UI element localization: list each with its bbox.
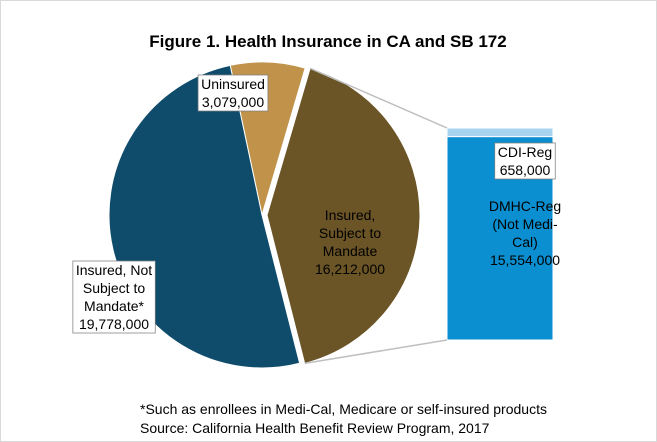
connector-line xyxy=(304,339,448,365)
label-name: DMHC-Reg (Not Medi-Cal) xyxy=(489,198,561,250)
footnote: Source: California Health Benefit Review… xyxy=(140,420,490,436)
label-box xyxy=(197,74,269,112)
label-value: 16,212,000 xyxy=(315,261,385,277)
data-label: Insured, Subject to Mandate 16,212,000 xyxy=(315,207,385,277)
chart-title: Figure 1. Health Insurance in CA and SB … xyxy=(149,32,506,51)
label-name: Insured, Subject to Mandate xyxy=(319,207,381,259)
footnote: *Such as enrollees in Medi-Cal, Medicare… xyxy=(140,401,547,417)
data-label: CDI-Reg 658,000 xyxy=(494,142,556,180)
pie-slice xyxy=(108,64,301,369)
label-value: 19,778,000 xyxy=(79,316,149,332)
label-name: Insured, Not Subject to Mandate* xyxy=(76,262,152,314)
label-value: 3,079,000 xyxy=(202,94,264,110)
label-box xyxy=(494,142,556,180)
label-value: 658,000 xyxy=(500,162,551,178)
data-label: Insured, Not Subject to Mandate* 19,778,000 xyxy=(72,260,156,334)
label-value: 15,554,000 xyxy=(490,252,560,268)
label-name: CDI-Reg xyxy=(498,144,552,160)
pie-slice xyxy=(266,67,421,364)
connector-line xyxy=(309,67,448,129)
label-box xyxy=(72,260,156,334)
bar-segment xyxy=(446,127,554,138)
label-name: Uninsured xyxy=(201,76,265,92)
data-label: Uninsured 3,079,000 xyxy=(197,74,269,112)
data-label: DMHC-Reg (Not Medi-Cal) 15,554,000 xyxy=(489,198,561,268)
